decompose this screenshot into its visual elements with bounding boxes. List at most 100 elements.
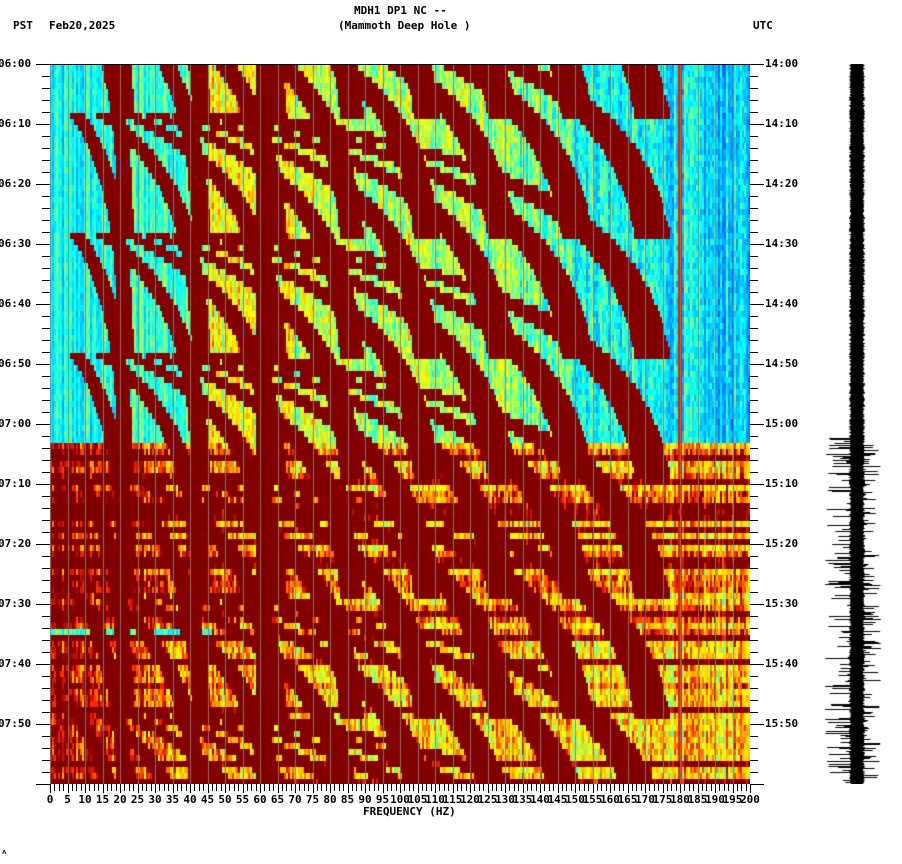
- left-time-tick: [42, 448, 50, 449]
- left-time-tick: [42, 232, 50, 233]
- frequency-label: 95: [375, 793, 390, 806]
- frequency-tick: [544, 784, 545, 791]
- right-time-tick: [750, 184, 764, 185]
- frequency-tick: [225, 784, 226, 793]
- frequency-tick: [663, 784, 664, 793]
- right-time-tick: [750, 700, 758, 701]
- left-time-tick: [42, 760, 50, 761]
- frequency-tick: [164, 784, 165, 791]
- left-time-tick: [42, 328, 50, 329]
- right-time-tick: [750, 508, 758, 509]
- left-time-tick: [36, 604, 50, 605]
- frequency-tick: [343, 784, 344, 791]
- right-time-tick: [750, 556, 758, 557]
- right-time-tick: [750, 124, 764, 125]
- right-time-label: 15:10: [765, 477, 799, 490]
- right-time-tick: [750, 688, 758, 689]
- frequency-tick: [107, 784, 108, 791]
- frequency-tick: [562, 784, 563, 791]
- frequency-tick: [553, 784, 554, 791]
- right-time-tick: [750, 412, 758, 413]
- date-label: Feb20,2025: [49, 19, 116, 32]
- frequency-tick: [168, 784, 169, 791]
- frequency-tick: [654, 784, 655, 791]
- frequency-label: 195: [722, 793, 743, 806]
- frequency-tick: [466, 784, 467, 791]
- frequency-tick: [216, 784, 217, 791]
- right-time-label: 14:20: [765, 177, 799, 190]
- frequency-tick: [457, 784, 458, 791]
- frequency-tick: [453, 784, 454, 793]
- left-time-tick: [42, 640, 50, 641]
- left-time-tick: [42, 472, 50, 473]
- footer-mark: ᴧ: [2, 848, 7, 856]
- frequency-tick: [628, 784, 629, 793]
- right-time-label: 15:50: [765, 717, 799, 730]
- frequency-tick: [645, 784, 646, 793]
- frequency-tick: [234, 784, 235, 791]
- frequency-tick: [208, 784, 209, 793]
- left-time-tick: [42, 580, 50, 581]
- frequency-label: 35: [165, 793, 180, 806]
- left-time-tick: [42, 316, 50, 317]
- right-time-tick: [750, 424, 764, 425]
- left-time-tick: [42, 628, 50, 629]
- frequency-tick: [326, 784, 327, 791]
- left-time-tick: [36, 364, 50, 365]
- right-time-tick: [750, 136, 758, 137]
- left-time-tick: [42, 376, 50, 377]
- frequency-label: 130: [495, 793, 515, 806]
- frequency-tick: [426, 784, 427, 791]
- right-time-tick: [750, 388, 758, 389]
- frequency-tick: [94, 784, 95, 791]
- frequency-label: 150: [565, 793, 585, 806]
- right-time-tick: [750, 256, 758, 257]
- frequency-tick: [89, 784, 90, 791]
- right-time-tick: [750, 376, 758, 377]
- frequency-tick: [151, 784, 152, 791]
- frequency-tick: [203, 784, 204, 791]
- frequency-tick: [483, 784, 484, 791]
- frequency-tick: [299, 784, 300, 791]
- left-time-tick: [36, 664, 50, 665]
- right-time-tick: [750, 532, 758, 533]
- left-time-tick: [42, 556, 50, 557]
- frequency-tick: [649, 784, 650, 791]
- right-time-tick: [750, 160, 758, 161]
- frequency-label: 190: [705, 793, 725, 806]
- right-time-tick: [750, 592, 758, 593]
- frequency-tick: [531, 784, 532, 791]
- left-time-tick: [36, 484, 50, 485]
- frequency-tick: [527, 784, 528, 791]
- left-time-tick: [42, 712, 50, 713]
- left-time-label: 06:30: [0, 237, 32, 250]
- left-time-tick: [36, 244, 50, 245]
- frequency-tick: [588, 784, 589, 791]
- frequency-label: 170: [635, 793, 655, 806]
- frequency-tick: [702, 784, 703, 791]
- left-time-label: 07:10: [0, 477, 32, 490]
- left-time-tick: [42, 256, 50, 257]
- frequency-tick: [72, 784, 73, 791]
- frequency-tick: [566, 784, 567, 791]
- left-time-tick: [42, 676, 50, 677]
- frequency-tick: [693, 784, 694, 791]
- right-time-tick: [750, 208, 758, 209]
- frequency-tick: [404, 784, 405, 791]
- frequency-tick: [614, 784, 615, 791]
- frequency-tick: [282, 784, 283, 791]
- frequency-tick: [269, 784, 270, 791]
- right-time-label: 15:20: [765, 537, 799, 550]
- left-time-tick: [36, 784, 50, 785]
- right-time-tick: [750, 784, 764, 785]
- right-time-tick: [750, 328, 758, 329]
- frequency-tick: [199, 784, 200, 791]
- frequency-tick: [409, 784, 410, 791]
- left-time-tick: [42, 352, 50, 353]
- left-time-tick: [42, 148, 50, 149]
- frequency-tick: [518, 784, 519, 791]
- right-time-tick: [750, 448, 758, 449]
- right-time-tick: [750, 472, 758, 473]
- right-time-tick: [750, 64, 764, 65]
- left-time-tick: [42, 748, 50, 749]
